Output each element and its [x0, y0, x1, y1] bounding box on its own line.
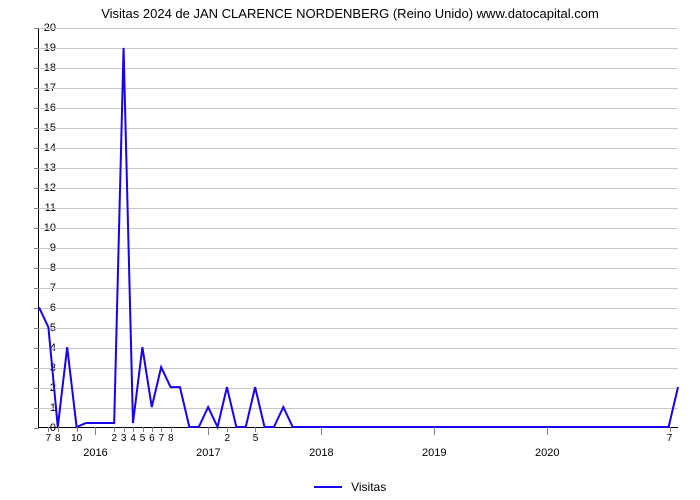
x-tick-minor [114, 427, 115, 432]
x-tick-major [547, 427, 548, 435]
x-tick-minor [133, 427, 134, 432]
y-tick [34, 428, 39, 429]
x-tick-minor [77, 427, 78, 432]
x-axis-minor-label: 7 [667, 433, 673, 444]
x-tick-minor [171, 427, 172, 432]
x-axis-minor-label: 6 [149, 433, 155, 444]
x-tick-minor [255, 427, 256, 432]
x-tick-minor [58, 427, 59, 432]
x-axis-minor-label: 7 [46, 433, 52, 444]
legend-label: Visitas [351, 480, 386, 494]
x-tick-major [208, 427, 209, 435]
legend-swatch [314, 486, 342, 488]
x-axis-minor-label: 3 [121, 433, 127, 444]
x-axis-minor-label: 8 [168, 433, 174, 444]
x-tick-minor [227, 427, 228, 432]
x-axis-major-label: 2020 [535, 447, 559, 459]
x-axis-minor-label: 10 [71, 433, 82, 444]
x-tick-minor [670, 427, 671, 432]
plot-area: 7810234567825720162017201820192020 [38, 28, 678, 428]
series-polyline [39, 48, 678, 427]
x-axis-minor-label: 5 [253, 433, 259, 444]
x-tick-major [95, 427, 96, 435]
x-tick-minor [143, 427, 144, 432]
x-axis-major-label: 2016 [83, 447, 107, 459]
x-axis-minor-label: 5 [140, 433, 146, 444]
x-axis-major-label: 2018 [309, 447, 333, 459]
x-axis-minor-label: 2 [224, 433, 230, 444]
x-axis-major-label: 2019 [422, 447, 446, 459]
x-tick-minor [48, 427, 49, 432]
line-chart: Visitas 2024 de JAN CLARENCE NORDENBERG … [0, 0, 700, 500]
x-tick-minor [161, 427, 162, 432]
x-axis-minor-label: 2 [112, 433, 118, 444]
x-axis-minor-label: 4 [130, 433, 136, 444]
x-tick-major [434, 427, 435, 435]
series-line [39, 28, 678, 427]
x-tick-minor [124, 427, 125, 432]
chart-title: Visitas 2024 de JAN CLARENCE NORDENBERG … [0, 6, 700, 21]
x-axis-minor-label: 7 [159, 433, 165, 444]
x-axis-major-label: 2017 [196, 447, 220, 459]
legend: Visitas [0, 479, 700, 494]
x-tick-major [321, 427, 322, 435]
x-tick-minor [152, 427, 153, 432]
x-axis-minor-label: 8 [55, 433, 61, 444]
